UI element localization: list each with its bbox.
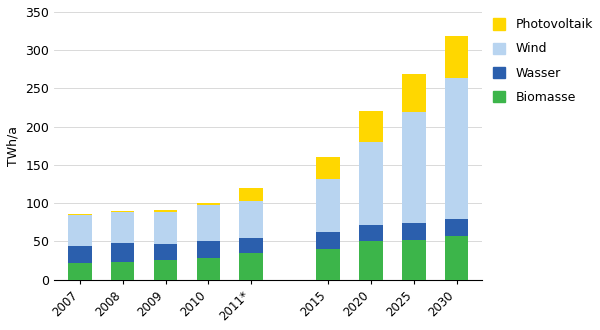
Bar [68,246,92,263]
Bar [111,262,134,280]
Bar [445,36,469,78]
Bar [445,78,469,219]
Bar [359,111,383,142]
Bar [316,157,340,179]
Bar [111,243,134,262]
Bar [359,142,383,224]
Bar [239,201,263,238]
Bar [445,236,469,280]
Bar [154,210,177,212]
Bar [239,188,263,201]
Bar [402,112,425,223]
Bar [402,223,425,240]
Bar [154,244,177,260]
Bar [316,249,340,280]
Bar [197,258,220,280]
Bar [402,240,425,280]
Bar [316,232,340,249]
Bar [197,205,220,241]
Bar [359,241,383,280]
Bar [197,203,220,205]
Y-axis label: TWh/a: TWh/a [7,126,20,166]
Bar [359,224,383,241]
Bar [68,263,92,280]
Bar [111,212,134,243]
Bar [68,215,92,246]
Bar [154,260,177,280]
Bar [316,179,340,232]
Bar [239,253,263,280]
Bar [445,219,469,236]
Bar [154,212,177,244]
Legend: Photovoltaik, Wind, Wasser, Biomasse: Photovoltaik, Wind, Wasser, Biomasse [493,18,593,104]
Bar [111,211,134,212]
Bar [402,74,425,112]
Bar [197,241,220,258]
Bar [239,238,263,253]
Bar [68,214,92,215]
